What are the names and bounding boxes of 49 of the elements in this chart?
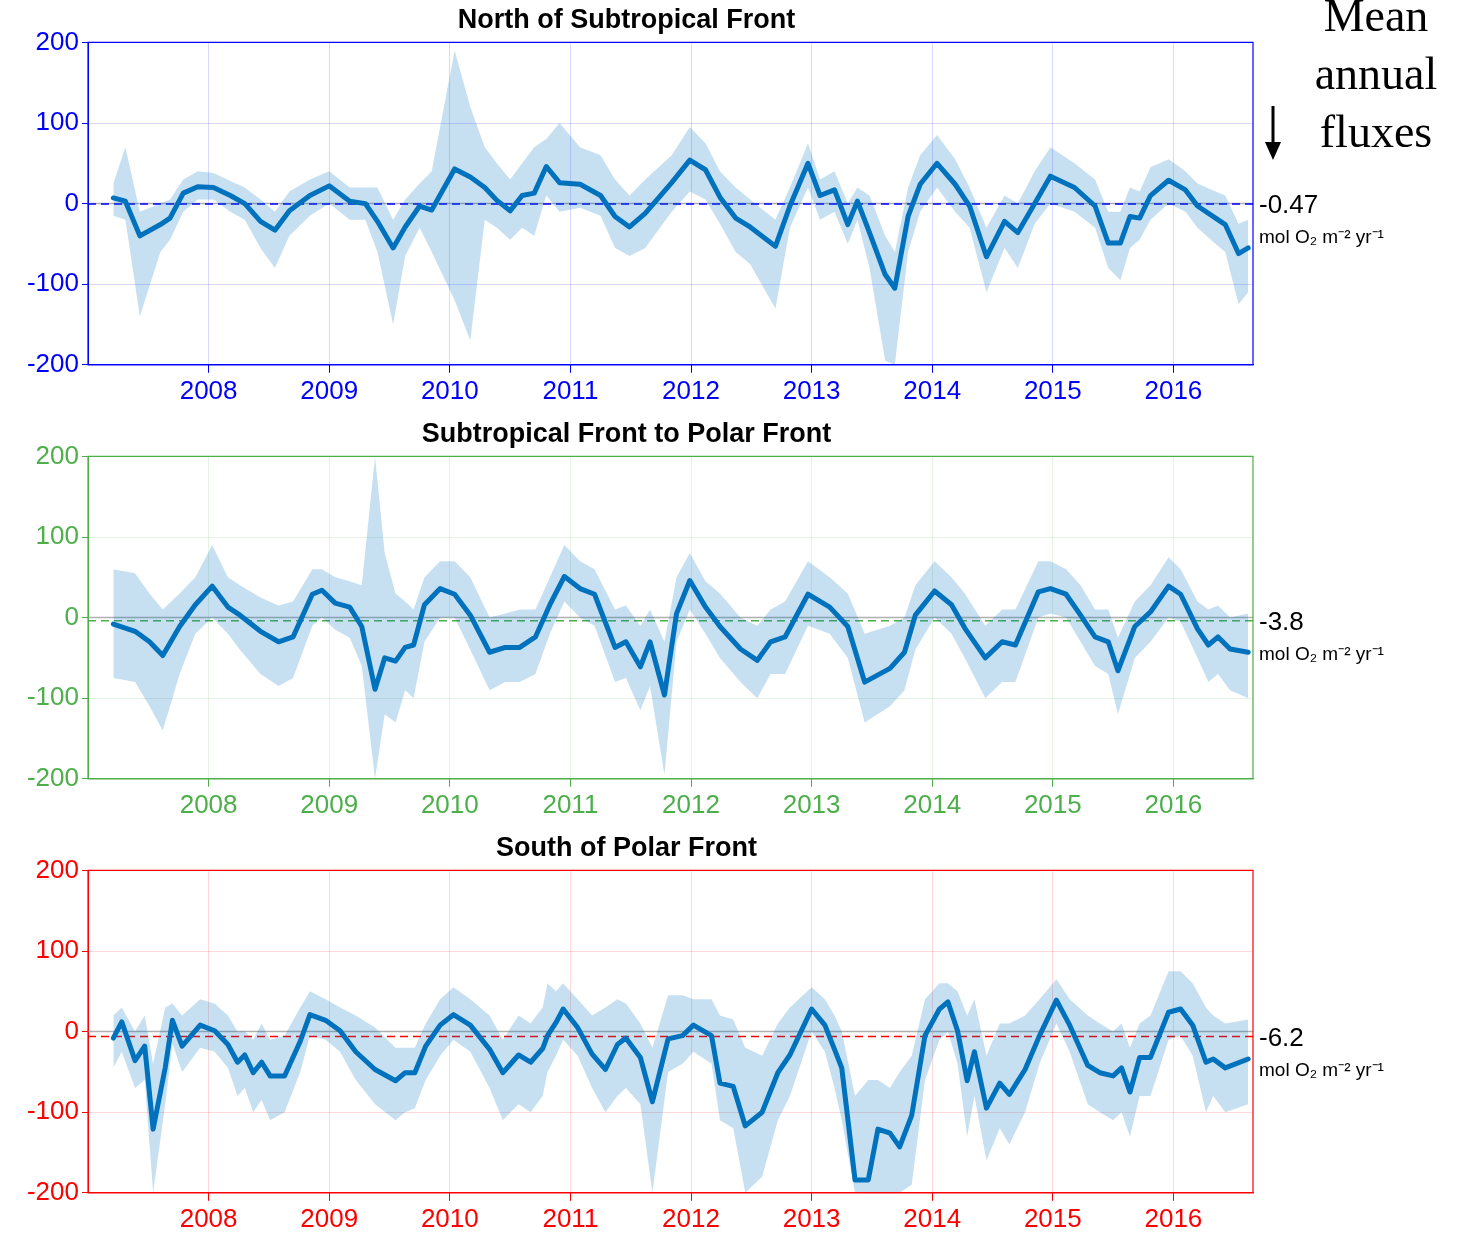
y-tick-label: -100	[26, 1095, 79, 1126]
x-tick-label: 2016	[1144, 374, 1203, 405]
chart-title: Subtropical Front to Polar Front	[421, 417, 832, 448]
x-tick-label: 2012	[662, 374, 720, 405]
x-tick-label: 2011	[542, 1202, 599, 1233]
x-tick-label: 2015	[1023, 788, 1082, 819]
x-tick-label: 2013	[782, 1202, 841, 1233]
x-tick-label: 2010	[420, 788, 479, 819]
chart-title: North of Subtropical Front	[457, 3, 796, 34]
y-tick-label: 100	[35, 934, 79, 965]
x-tick-label: 2013	[782, 788, 841, 819]
y-tick-label: -100	[26, 267, 79, 298]
y-tick-label: 200	[35, 25, 79, 56]
y-tick-label: -100	[26, 681, 79, 712]
ref-line-label: -0.47 mol O₂ m⁻² yr⁻¹	[1259, 189, 1384, 248]
x-tick-label: 2010	[420, 1202, 479, 1233]
y-tick-label: 0	[64, 600, 79, 631]
y-tick-label: -200	[26, 1175, 79, 1206]
y-tick-label: 200	[35, 439, 79, 470]
x-tick-label: 2008	[179, 374, 238, 405]
chart-title: South of Polar Front	[496, 831, 757, 862]
x-tick-label: 2012	[662, 1202, 720, 1233]
text: Mean annual fluxes	[1314, 0, 1438, 158]
x-tick-label: 2011	[542, 374, 599, 405]
x-tick-label: 2008	[179, 1202, 238, 1233]
x-tick-label: 2011	[542, 788, 599, 819]
ref-line-label: -3.8 mol O₂ m⁻² yr⁻¹	[1259, 605, 1384, 664]
x-tick-label: 2010	[420, 374, 479, 405]
x-tick-label: 2016	[1144, 788, 1203, 819]
x-tick-label: 2014	[903, 788, 962, 819]
y-tick-label: -200	[26, 347, 79, 378]
x-tick-label: 2015	[1023, 374, 1082, 405]
x-tick-label: 2015	[1023, 1202, 1082, 1233]
x-tick-label: 2014	[903, 1202, 962, 1233]
x-tick-label: 2009	[300, 1202, 359, 1233]
x-tick-label: 2014	[903, 374, 962, 405]
x-tick-label: 2016	[1144, 1202, 1203, 1233]
ref-line-label: -6.2 mol O₂ m⁻² yr⁻¹	[1259, 1021, 1384, 1080]
y-tick-label: 100	[35, 106, 79, 137]
x-tick-label: 2012	[662, 788, 720, 819]
x-tick-label: 2009	[300, 788, 359, 819]
x-tick-label: 2013	[782, 374, 841, 405]
y-tick-label: 200	[35, 853, 79, 884]
x-tick-label: 2008	[179, 788, 238, 819]
x-tick-label: 2009	[300, 374, 359, 405]
y-tick-label: -200	[26, 761, 79, 792]
y-tick-label: 0	[64, 186, 79, 217]
y-tick-label: 100	[35, 520, 79, 551]
y-tick-label: 0	[64, 1014, 79, 1045]
